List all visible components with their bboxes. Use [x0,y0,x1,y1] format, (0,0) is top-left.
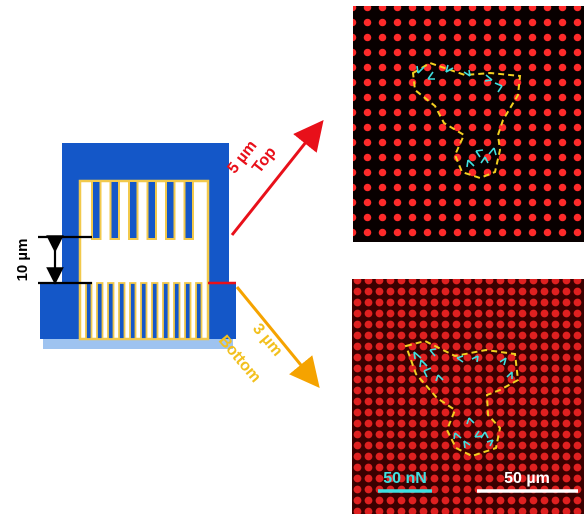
top-posts [91,180,194,240]
bottom-post [184,282,192,340]
substrate-base [43,338,233,349]
gap-dimension: 10 µm [14,235,92,285]
top-post [165,180,176,240]
top-micrograph [353,6,584,242]
bottom-posts [85,282,203,340]
bottom-post [195,282,203,340]
bottom-micrograph: 50 nN 50 µm [352,279,584,514]
bottom-post [96,282,104,340]
bottom-post-array [352,279,584,514]
top-post [128,180,139,240]
top-post-array [353,6,584,242]
bottom-post [151,282,159,340]
top-cell-outline [411,61,522,180]
bottom-cell-outline [404,339,520,458]
bottom-post [85,282,93,340]
gap-label: 10 µm [14,239,31,282]
top-arrow [230,119,324,236]
bottom-post [107,282,115,340]
bottom-force-vectors [413,348,513,449]
top-post [91,180,102,240]
top-indicator: 5 µm Top [224,119,324,236]
top-force-vectors [416,64,503,168]
top-post [146,180,157,240]
micropost-schematic [40,143,236,349]
top-post [183,180,194,240]
bottom-post [140,282,148,340]
length-scale-label: 50 µm [504,470,550,487]
bottom-post [129,282,137,340]
bottom-post [173,282,181,340]
bottom-arrow [235,286,320,388]
bottom-post [118,282,126,340]
bottom-post [162,282,170,340]
top-post [109,180,120,240]
force-scale-label: 50 nN [383,470,427,487]
